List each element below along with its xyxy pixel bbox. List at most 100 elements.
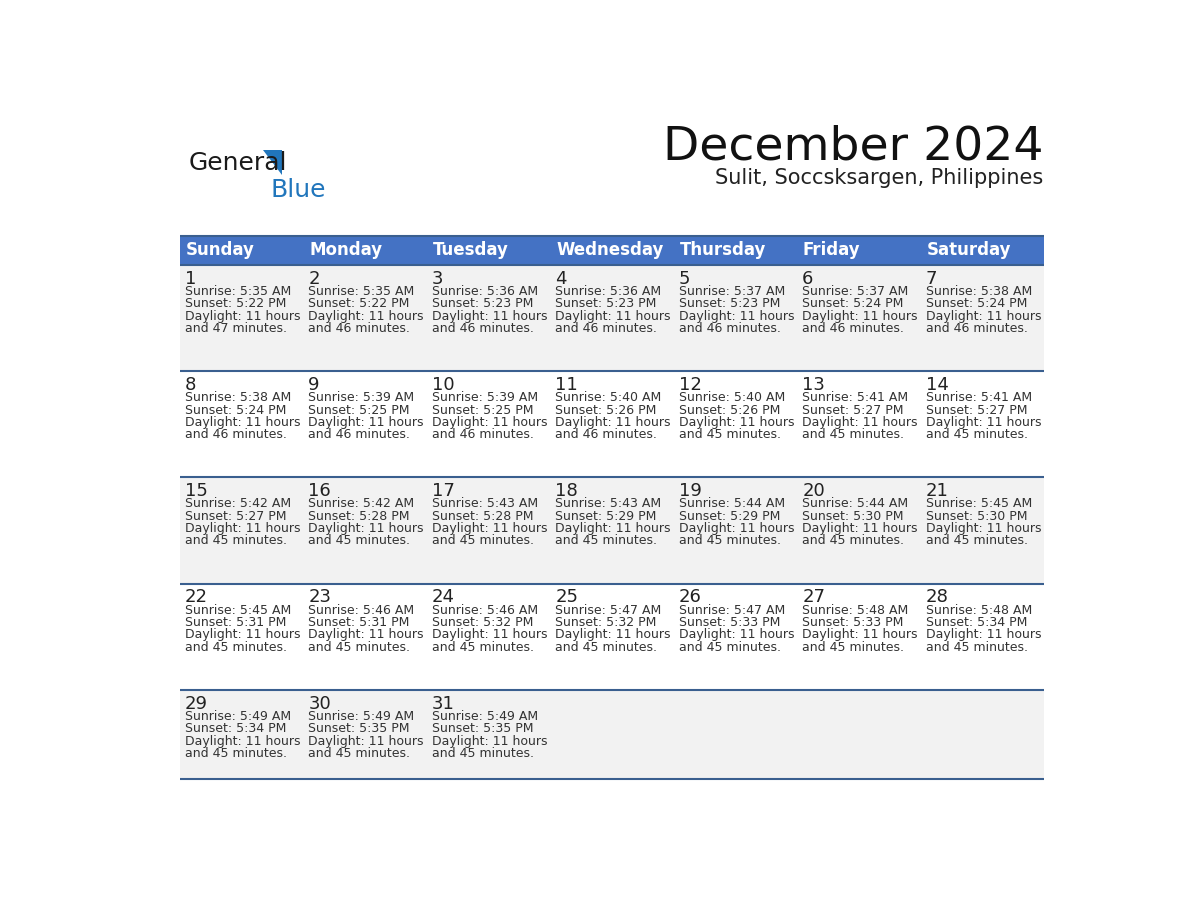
Text: 13: 13 bbox=[802, 375, 824, 394]
Bar bbox=[426, 236, 550, 265]
Bar bbox=[921, 584, 1043, 690]
Text: and 46 minutes.: and 46 minutes. bbox=[555, 428, 657, 442]
Text: and 45 minutes.: and 45 minutes. bbox=[925, 534, 1028, 547]
Text: Daylight: 11 hours: Daylight: 11 hours bbox=[185, 734, 301, 747]
Text: 25: 25 bbox=[555, 588, 579, 606]
Text: Sunrise: 5:43 AM: Sunrise: 5:43 AM bbox=[555, 498, 662, 510]
Text: 9: 9 bbox=[309, 375, 320, 394]
Text: Sunset: 5:25 PM: Sunset: 5:25 PM bbox=[431, 404, 533, 417]
Text: Daylight: 11 hours: Daylight: 11 hours bbox=[678, 628, 795, 642]
Text: 12: 12 bbox=[678, 375, 702, 394]
Text: 27: 27 bbox=[802, 588, 826, 606]
Text: Daylight: 11 hours: Daylight: 11 hours bbox=[431, 309, 548, 322]
Text: and 45 minutes.: and 45 minutes. bbox=[802, 428, 904, 442]
Text: Sunset: 5:26 PM: Sunset: 5:26 PM bbox=[555, 404, 657, 417]
Text: Sunrise: 5:38 AM: Sunrise: 5:38 AM bbox=[185, 391, 291, 404]
Text: Sunrise: 5:43 AM: Sunrise: 5:43 AM bbox=[431, 498, 538, 510]
Text: Sunset: 5:32 PM: Sunset: 5:32 PM bbox=[431, 616, 533, 629]
Text: and 46 minutes.: and 46 minutes. bbox=[185, 428, 286, 442]
Polygon shape bbox=[264, 151, 282, 174]
Text: 7: 7 bbox=[925, 270, 937, 287]
Bar bbox=[921, 477, 1043, 584]
Text: Sunrise: 5:36 AM: Sunrise: 5:36 AM bbox=[431, 285, 538, 298]
Text: 22: 22 bbox=[185, 588, 208, 606]
Bar bbox=[674, 690, 797, 778]
Bar bbox=[674, 584, 797, 690]
Text: and 45 minutes.: and 45 minutes. bbox=[431, 534, 533, 547]
Text: and 45 minutes.: and 45 minutes. bbox=[802, 641, 904, 654]
Text: 18: 18 bbox=[555, 482, 579, 500]
Bar bbox=[426, 690, 550, 778]
Bar bbox=[797, 690, 921, 778]
Bar bbox=[550, 584, 674, 690]
Text: 3: 3 bbox=[431, 270, 443, 287]
Text: Daylight: 11 hours: Daylight: 11 hours bbox=[802, 522, 917, 535]
Text: Daylight: 11 hours: Daylight: 11 hours bbox=[185, 416, 301, 429]
Text: 23: 23 bbox=[309, 588, 331, 606]
Text: Daylight: 11 hours: Daylight: 11 hours bbox=[555, 309, 671, 322]
Text: Daylight: 11 hours: Daylight: 11 hours bbox=[925, 309, 1041, 322]
Text: 24: 24 bbox=[431, 588, 455, 606]
Text: Daylight: 11 hours: Daylight: 11 hours bbox=[802, 416, 917, 429]
Text: Sunrise: 5:38 AM: Sunrise: 5:38 AM bbox=[925, 285, 1032, 298]
Bar bbox=[550, 371, 674, 477]
Text: Sunrise: 5:40 AM: Sunrise: 5:40 AM bbox=[678, 391, 785, 404]
Text: Daylight: 11 hours: Daylight: 11 hours bbox=[925, 416, 1041, 429]
Text: and 45 minutes.: and 45 minutes. bbox=[678, 534, 781, 547]
Text: Daylight: 11 hours: Daylight: 11 hours bbox=[309, 309, 424, 322]
Text: Daylight: 11 hours: Daylight: 11 hours bbox=[185, 309, 301, 322]
Text: and 45 minutes.: and 45 minutes. bbox=[678, 428, 781, 442]
Text: Daylight: 11 hours: Daylight: 11 hours bbox=[309, 628, 424, 642]
Text: and 46 minutes.: and 46 minutes. bbox=[431, 428, 533, 442]
Bar bbox=[179, 690, 303, 778]
Text: 10: 10 bbox=[431, 375, 455, 394]
Text: 4: 4 bbox=[555, 270, 567, 287]
Text: Sunset: 5:23 PM: Sunset: 5:23 PM bbox=[555, 297, 657, 310]
Bar bbox=[797, 584, 921, 690]
Text: and 45 minutes.: and 45 minutes. bbox=[925, 641, 1028, 654]
Text: Sunrise: 5:41 AM: Sunrise: 5:41 AM bbox=[925, 391, 1031, 404]
Text: Sunrise: 5:35 AM: Sunrise: 5:35 AM bbox=[185, 285, 291, 298]
Bar bbox=[921, 690, 1043, 778]
Text: 5: 5 bbox=[678, 270, 690, 287]
Text: Daylight: 11 hours: Daylight: 11 hours bbox=[309, 416, 424, 429]
Text: Daylight: 11 hours: Daylight: 11 hours bbox=[309, 522, 424, 535]
Text: Daylight: 11 hours: Daylight: 11 hours bbox=[431, 734, 548, 747]
Text: Daylight: 11 hours: Daylight: 11 hours bbox=[555, 522, 671, 535]
Text: and 45 minutes.: and 45 minutes. bbox=[185, 641, 287, 654]
Text: Sunrise: 5:35 AM: Sunrise: 5:35 AM bbox=[309, 285, 415, 298]
Text: Sunset: 5:25 PM: Sunset: 5:25 PM bbox=[309, 404, 410, 417]
Text: 1: 1 bbox=[185, 270, 196, 287]
Text: and 45 minutes.: and 45 minutes. bbox=[678, 641, 781, 654]
Text: Sunrise: 5:42 AM: Sunrise: 5:42 AM bbox=[185, 498, 291, 510]
Text: and 45 minutes.: and 45 minutes. bbox=[431, 747, 533, 760]
Text: Daylight: 11 hours: Daylight: 11 hours bbox=[802, 628, 917, 642]
Text: Daylight: 11 hours: Daylight: 11 hours bbox=[678, 522, 795, 535]
Text: 26: 26 bbox=[678, 588, 702, 606]
Bar bbox=[797, 265, 921, 371]
Text: 29: 29 bbox=[185, 695, 208, 712]
Text: December 2024: December 2024 bbox=[663, 124, 1043, 169]
Text: and 45 minutes.: and 45 minutes. bbox=[431, 641, 533, 654]
Text: Sunset: 5:33 PM: Sunset: 5:33 PM bbox=[678, 616, 781, 629]
Text: and 46 minutes.: and 46 minutes. bbox=[925, 322, 1028, 335]
Bar bbox=[303, 477, 426, 584]
Text: and 45 minutes.: and 45 minutes. bbox=[555, 534, 657, 547]
Text: Sunset: 5:22 PM: Sunset: 5:22 PM bbox=[185, 297, 286, 310]
Bar bbox=[179, 265, 303, 371]
Text: Sunrise: 5:39 AM: Sunrise: 5:39 AM bbox=[431, 391, 538, 404]
Text: and 46 minutes.: and 46 minutes. bbox=[802, 322, 904, 335]
Text: Sunrise: 5:47 AM: Sunrise: 5:47 AM bbox=[555, 604, 662, 617]
Bar bbox=[303, 690, 426, 778]
Text: 11: 11 bbox=[555, 375, 579, 394]
Text: Daylight: 11 hours: Daylight: 11 hours bbox=[925, 522, 1041, 535]
Text: Sunset: 5:31 PM: Sunset: 5:31 PM bbox=[309, 616, 410, 629]
Bar bbox=[550, 236, 674, 265]
Bar bbox=[303, 371, 426, 477]
Text: Sunset: 5:35 PM: Sunset: 5:35 PM bbox=[431, 722, 533, 735]
Text: Sunset: 5:24 PM: Sunset: 5:24 PM bbox=[802, 297, 904, 310]
Bar bbox=[303, 236, 426, 265]
Text: Sunrise: 5:36 AM: Sunrise: 5:36 AM bbox=[555, 285, 662, 298]
Text: Sunset: 5:29 PM: Sunset: 5:29 PM bbox=[678, 509, 781, 522]
Text: Daylight: 11 hours: Daylight: 11 hours bbox=[431, 522, 548, 535]
